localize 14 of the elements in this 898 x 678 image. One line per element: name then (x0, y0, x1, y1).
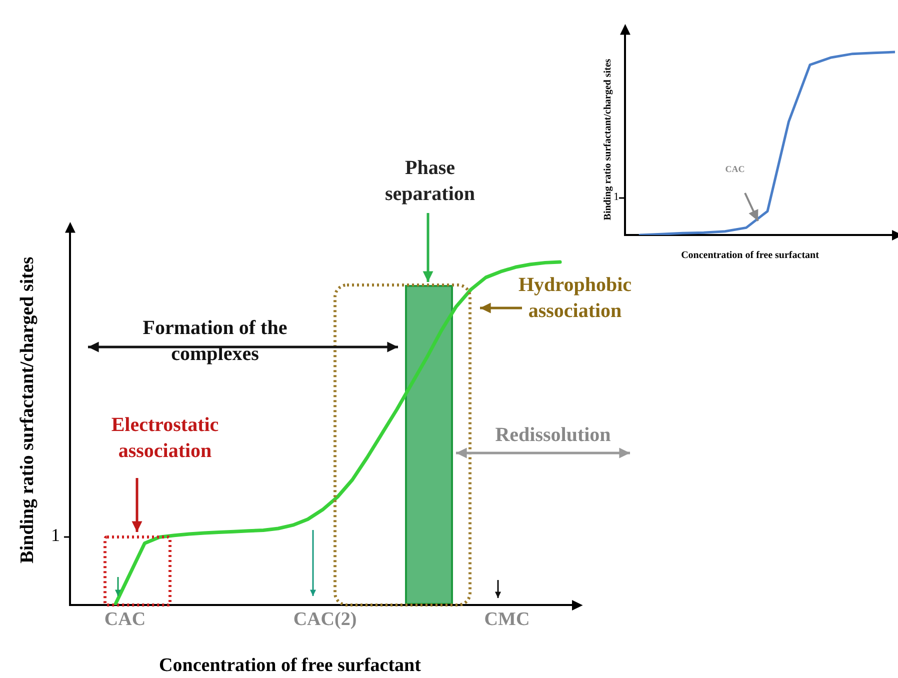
text: CAC (103, 608, 147, 632)
y-axis-title: Binding ratio surfactant/charged sites (17, 255, 39, 566)
annotation: CAC (724, 164, 746, 176)
annotation: Hydrophobic association (518, 273, 632, 324)
annotation: Redissolution (494, 423, 612, 448)
y-axis-title: Binding ratio surfactant/charged sites (602, 58, 614, 222)
x-axis-title: Concentration of free surfactant (158, 655, 422, 677)
annotation: Formation of the complexes (142, 316, 288, 367)
annotation: Electrostatic association (110, 413, 220, 464)
text: Phase separation (384, 156, 476, 207)
x-axis-title: Concentration of free surfactant (680, 250, 820, 261)
text: CAC(2) (292, 608, 358, 632)
text: CMC (483, 608, 531, 632)
text: 1 (50, 524, 60, 547)
